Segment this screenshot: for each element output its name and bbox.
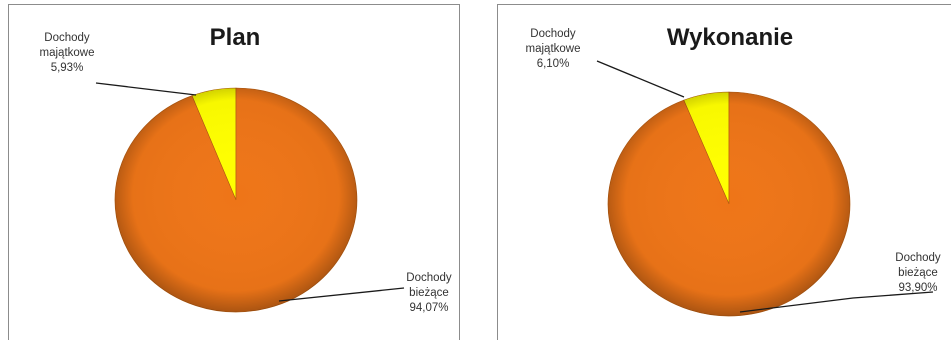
slice-percent-label: 5,93%	[51, 62, 84, 74]
leader-line	[96, 83, 196, 95]
slice-name-label: majątkowe	[526, 43, 581, 55]
chart-title: Plan	[210, 24, 261, 51]
plan-chart-panel: Plan Dochody majątkowe 5,93% Dochody bieżące 9…	[8, 4, 460, 340]
chart-title: Wykonanie	[667, 24, 793, 51]
pie-shading	[608, 92, 850, 316]
slice-name-label: Dochody	[44, 32, 90, 44]
wykonanie-pie-chart: Wykonanie Dochody majątkowe 6,10% Dochody bie…	[498, 5, 951, 341]
leader-line	[597, 61, 684, 97]
slice-name-label: Dochody	[895, 252, 941, 264]
slice-name-label: bieżące	[409, 287, 449, 299]
slice-percent-label: 93,90%	[898, 282, 937, 294]
slice-data-label: Dochody majątkowe 6,10%	[526, 28, 581, 70]
slice-name-label: majątkowe	[40, 47, 95, 59]
slice-percent-label: 94,07%	[409, 302, 448, 314]
slice-data-label: Dochody bieżące 94,07%	[406, 272, 452, 314]
slice-name-label: Dochody	[530, 28, 576, 40]
slice-data-label: Dochody majątkowe 5,93%	[40, 32, 95, 74]
plan-pie-chart: Plan Dochody majątkowe 5,93% Dochody bieżące 9…	[9, 5, 461, 341]
wykonanie-chart-panel: Wykonanie Dochody majątkowe 6,10% Dochody bie…	[497, 4, 951, 340]
slice-name-label: bieżące	[898, 267, 938, 279]
slice-data-label: Dochody bieżące 93,90%	[895, 252, 941, 294]
pie-shading	[115, 88, 357, 312]
slice-percent-label: 6,10%	[537, 58, 570, 70]
slice-name-label: Dochody	[406, 272, 452, 284]
